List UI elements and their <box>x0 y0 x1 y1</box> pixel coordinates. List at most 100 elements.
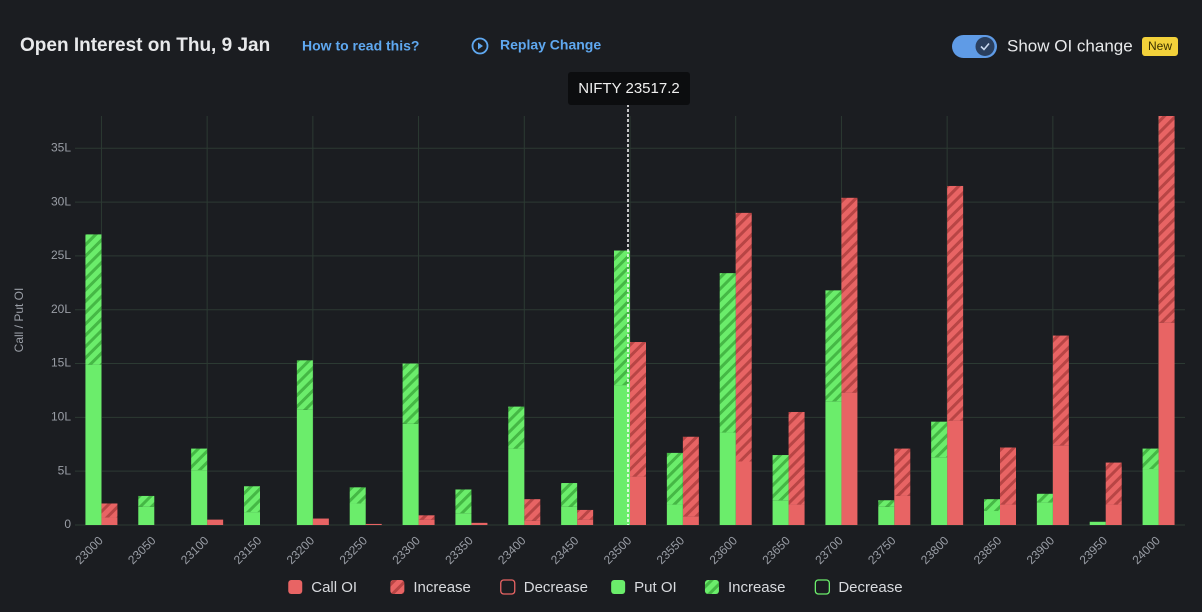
call-solid-bar <box>207 519 224 525</box>
legend: Call OI Increase Decrease Put OI Increase Dec… <box>288 579 903 596</box>
legend-label: Decrease <box>524 579 588 596</box>
call-hatch-bar <box>1000 447 1016 505</box>
help-link[interactable]: How to read this? <box>302 38 419 54</box>
y-tick-label: 20L <box>51 302 71 316</box>
legend-label: Decrease <box>838 579 902 596</box>
put-solid-bar <box>455 513 472 525</box>
put-solid-bar <box>296 409 313 525</box>
toggle-check <box>980 42 990 51</box>
toggle[interactable] <box>952 35 997 58</box>
call-hatch-bar <box>1105 462 1122 505</box>
legend-label: Increase <box>728 579 786 596</box>
call-hatch-bar <box>577 509 594 520</box>
put-hatch-bar <box>931 421 948 458</box>
put-hatch-bar <box>561 483 578 507</box>
call-solid-bar <box>682 516 699 525</box>
put-hatch-bar <box>772 455 789 501</box>
put-hatch-bar <box>402 363 419 424</box>
put-solid-bar <box>1089 521 1106 525</box>
call-solid-bar <box>630 476 646 525</box>
replay-icon-play <box>478 42 483 50</box>
put-solid-bar <box>666 504 683 525</box>
put-solid-bar <box>508 448 525 525</box>
put-hatch-bar <box>719 273 736 433</box>
call-hatch-bar <box>682 436 699 517</box>
legend-item[interactable]: Increase <box>704 579 786 596</box>
put-solid-bar <box>878 506 895 525</box>
call-solid-bar <box>524 520 541 525</box>
y-tick-label: 30L <box>51 194 71 208</box>
call-solid-bar <box>788 504 805 525</box>
put-hatch-bar <box>878 500 895 507</box>
put-solid-bar <box>561 506 578 525</box>
legend-swatch <box>390 580 405 594</box>
legend-item[interactable]: Put OI <box>611 579 677 596</box>
call-hatch-bar <box>630 342 646 477</box>
put-solid-bar <box>138 506 155 525</box>
legend-swatch <box>814 579 830 595</box>
call-hatch-bar <box>894 448 911 496</box>
spot-tooltip-bg <box>568 72 690 105</box>
put-hatch-bar <box>614 250 630 386</box>
call-solid-bar <box>1105 504 1122 525</box>
legend-item[interactable]: Decrease <box>814 579 903 596</box>
legend-item[interactable]: Increase <box>390 579 471 596</box>
badge: New <box>1148 39 1172 53</box>
put-solid-bar <box>931 457 948 525</box>
toggle-knob <box>975 37 995 56</box>
call-hatch-bar <box>947 185 964 421</box>
y-tick-label: 15L <box>51 356 71 370</box>
call-hatch-bar <box>418 515 435 520</box>
put-hatch-bar <box>508 406 525 449</box>
legend-swatch <box>500 579 516 595</box>
replay-label: Replay Change <box>500 37 601 53</box>
y-tick-label: 10L <box>51 410 71 424</box>
put-solid-bar <box>244 512 260 525</box>
put-hatch-bar <box>85 234 102 365</box>
call-solid-bar <box>101 517 118 525</box>
call-solid-bar <box>1158 322 1175 525</box>
put-hatch-bar <box>984 499 1000 512</box>
put-hatch-bar <box>296 360 313 410</box>
put-hatch-bar <box>1036 493 1053 503</box>
y-tick-label: 5L <box>58 463 72 477</box>
legend-label: Call OI <box>311 579 357 596</box>
replay-icon <box>471 37 489 55</box>
call-hatch-bar <box>101 503 118 518</box>
call-solid-bar <box>894 495 911 525</box>
call-hatch-bar <box>1158 116 1175 323</box>
call-solid-bar <box>365 523 382 525</box>
put-solid-bar <box>772 500 789 525</box>
spot-tooltip: NIFTY 23517.2 <box>578 80 679 97</box>
legend-swatch <box>288 580 303 594</box>
put-hatch-bar <box>349 487 366 504</box>
chart-title: Open Interest on Thu, 9 Jan <box>20 35 270 56</box>
legend-label: Put OI <box>634 579 677 596</box>
put-solid-bar <box>85 364 102 525</box>
call-solid-bar <box>577 519 594 525</box>
call-solid-bar <box>471 522 488 525</box>
legend-item[interactable]: Call OI <box>288 579 357 596</box>
replay-button[interactable]: Replay Change <box>471 37 602 55</box>
y-tick-label: 0 <box>64 517 71 531</box>
toggle-label: Show OI change <box>1007 36 1133 55</box>
call-hatch-bar <box>735 212 752 462</box>
put-solid-bar <box>984 511 1000 525</box>
call-solid-bar <box>1052 445 1069 525</box>
put-solid-bar <box>191 470 208 525</box>
put-hatch-bar <box>825 290 842 402</box>
call-hatch-bar <box>788 411 805 505</box>
legend-item[interactable]: Decrease <box>500 579 588 596</box>
call-solid-bar <box>1000 504 1016 525</box>
put-solid-bar <box>349 503 366 525</box>
put-hatch-bar <box>191 448 208 471</box>
put-hatch-bar <box>138 495 155 507</box>
put-hatch-bar <box>666 452 683 505</box>
badge-bg <box>1142 37 1178 56</box>
put-solid-bar <box>825 401 842 525</box>
call-solid-bar <box>841 392 858 525</box>
call-hatch-bar <box>1052 335 1069 446</box>
y-axis-label: Call / Put OI <box>12 288 26 353</box>
call-solid-bar <box>735 461 752 525</box>
